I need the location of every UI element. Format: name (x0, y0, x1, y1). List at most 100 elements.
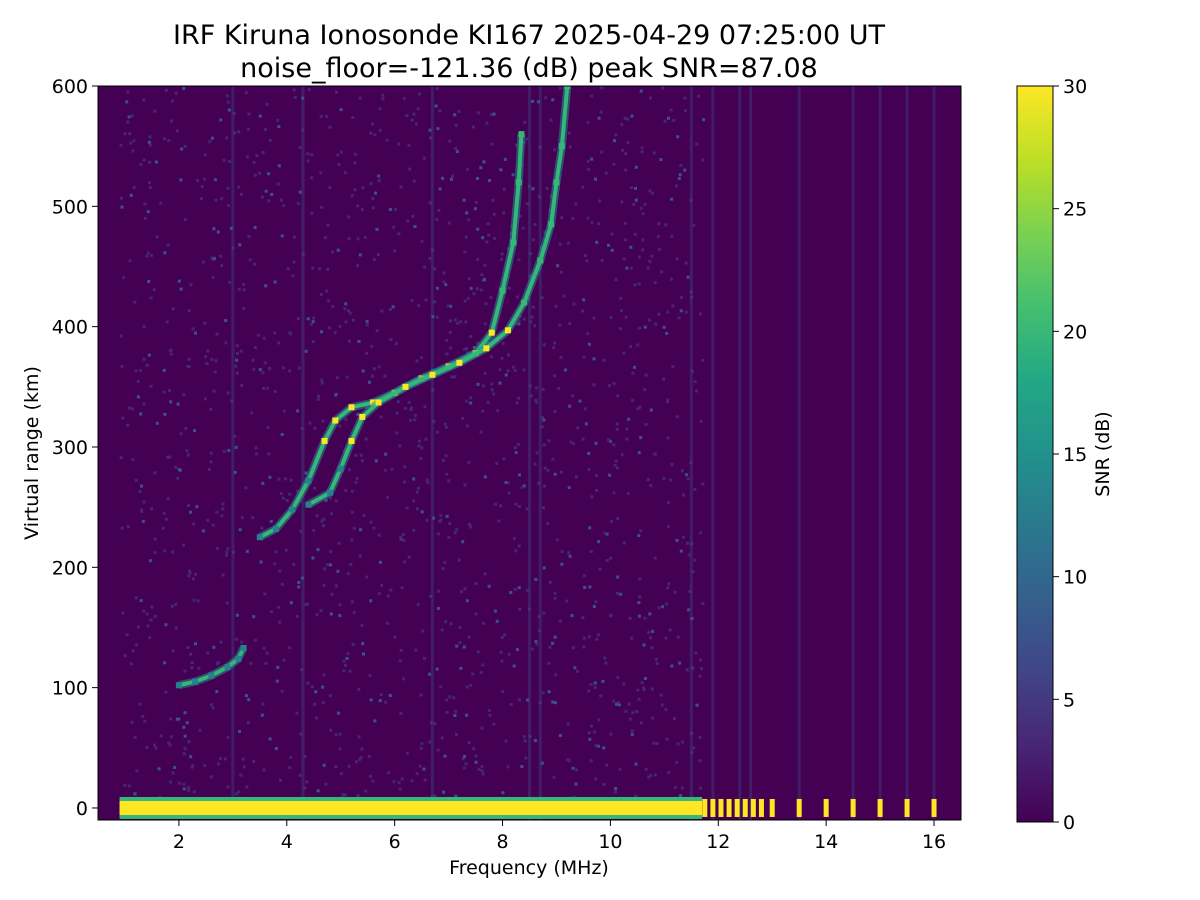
noise-speckle (595, 488, 599, 492)
noise-speckle (289, 478, 293, 482)
noise-speckle (189, 510, 192, 514)
trace-point (272, 525, 279, 532)
noise-speckle (629, 266, 633, 270)
noise-speckle (183, 747, 187, 751)
noise-speckle (203, 764, 207, 767)
noise-speckle (633, 283, 637, 287)
noise-speckle (551, 457, 555, 461)
noise-speckle (119, 143, 123, 147)
noise-speckle (330, 512, 333, 516)
noise-speckle (650, 646, 654, 650)
noise-speckle (365, 351, 369, 355)
noise-speckle (226, 785, 230, 789)
noise-speckle (437, 208, 441, 212)
noise-speckle (480, 769, 484, 773)
noise-speckle (665, 602, 669, 606)
noise-speckle (589, 724, 593, 728)
noise-speckle (435, 286, 439, 290)
noise-speckle (325, 563, 329, 567)
noise-speckle (647, 631, 651, 634)
noise-speckle (624, 152, 628, 156)
noise-speckle (503, 157, 507, 161)
noise-speckle (680, 469, 684, 473)
noise-speckle (201, 260, 205, 264)
x-tick-label: 10 (598, 831, 622, 853)
noise-speckle (597, 540, 601, 544)
noise-speckle (185, 721, 189, 725)
noise-speckle (284, 548, 288, 552)
noise-speckle (218, 757, 222, 761)
noise-speckle (235, 371, 239, 375)
noise-speckle (169, 735, 173, 739)
noise-speckle (449, 622, 453, 626)
noise-speckle (507, 652, 511, 656)
trace-point (504, 327, 511, 334)
y-axis-label: Virtual range (km) (21, 366, 43, 540)
noise-speckle (634, 198, 638, 202)
noise-speckle (277, 605, 281, 609)
noise-speckle (520, 485, 524, 489)
noise-speckle (605, 532, 609, 536)
noise-speckle (331, 305, 335, 309)
noise-column (689, 86, 693, 820)
colorbar-tick-label: 0 (1063, 812, 1075, 834)
noise-speckle (328, 694, 332, 698)
noise-speckle (310, 211, 314, 215)
noise-speckle (233, 131, 237, 135)
noise-speckle (490, 382, 494, 386)
noise-speckle (210, 703, 213, 707)
x-tick-label: 16 (922, 831, 946, 853)
noise-speckle (605, 559, 609, 563)
noise-speckle (481, 772, 485, 776)
noise-speckle (237, 130, 241, 134)
noise-speckle (535, 451, 539, 455)
noise-speckle (465, 685, 469, 689)
noise-speckle (559, 355, 563, 359)
noise-speckle (374, 191, 377, 195)
x-tick-label: 8 (496, 831, 508, 853)
noise-column (851, 86, 855, 820)
noise-speckle (641, 212, 645, 216)
noise-speckle (600, 86, 604, 90)
noise-speckle (570, 614, 574, 618)
noise-speckle (423, 265, 427, 269)
noise-speckle (444, 454, 448, 458)
noise-speckle (602, 746, 606, 750)
noise-speckle (444, 283, 448, 287)
trace-point (332, 417, 339, 424)
noise-speckle (392, 225, 396, 229)
noise-speckle (359, 453, 363, 457)
noise-speckle (375, 227, 379, 231)
noise-speckle (211, 706, 215, 710)
noise-speckle (436, 127, 440, 131)
noise-speckle (235, 358, 239, 362)
noise-speckle (442, 271, 446, 275)
trace-point (548, 221, 555, 228)
noise-speckle (680, 786, 684, 790)
noise-speckle (462, 766, 466, 770)
noise-speckle (425, 478, 429, 482)
noise-speckle (259, 560, 263, 564)
noise-column (749, 86, 753, 820)
noise-speckle (297, 581, 301, 584)
noise-speckle (404, 407, 407, 410)
noise-speckle (356, 794, 360, 797)
noise-speckle (126, 423, 130, 427)
noise-speckle (225, 136, 229, 140)
noise-speckle (373, 719, 377, 723)
y-tick-label: 200 (52, 557, 88, 579)
noise-speckle (336, 153, 340, 157)
noise-speckle (196, 179, 199, 182)
noise-column (905, 86, 909, 820)
noise-speckle (479, 288, 483, 292)
noise-speckle (221, 573, 225, 577)
noise-speckle (661, 605, 665, 609)
noise-speckle (361, 459, 364, 463)
trace-point (208, 672, 215, 679)
noise-speckle (458, 641, 462, 645)
noise-speckle (628, 717, 632, 721)
noise-speckle (558, 734, 562, 737)
noise-speckle (443, 754, 447, 758)
noise-speckle (499, 504, 503, 508)
noise-speckle (328, 186, 332, 189)
